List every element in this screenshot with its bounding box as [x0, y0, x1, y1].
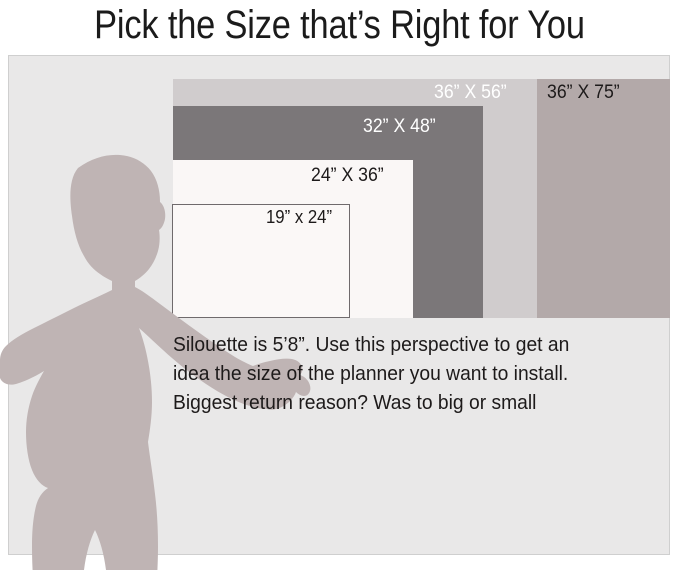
page-title: Pick the Size that’s Right for You [94, 2, 585, 47]
size-label-19x24: 19” x 24” [266, 207, 333, 227]
size-label-24x36: 24” X 36” [311, 165, 384, 186]
size-label-36x56: 36” X 56” [434, 82, 507, 103]
size-label-36x75: 36” X 75” [547, 82, 620, 103]
size-rect-36x75 [537, 79, 670, 318]
size-label-32x48: 32” X 48” [363, 116, 436, 137]
caption-line-2: idea the size of the planner you want to… [173, 362, 569, 385]
caption-text: Silouette is 5’8”. Use this perspective … [173, 330, 624, 417]
caption-line-3: Biggest return reason? Was to big or sma… [173, 391, 537, 414]
caption-line-1: Silouette is 5’8”. Use this perspective … [173, 333, 570, 356]
